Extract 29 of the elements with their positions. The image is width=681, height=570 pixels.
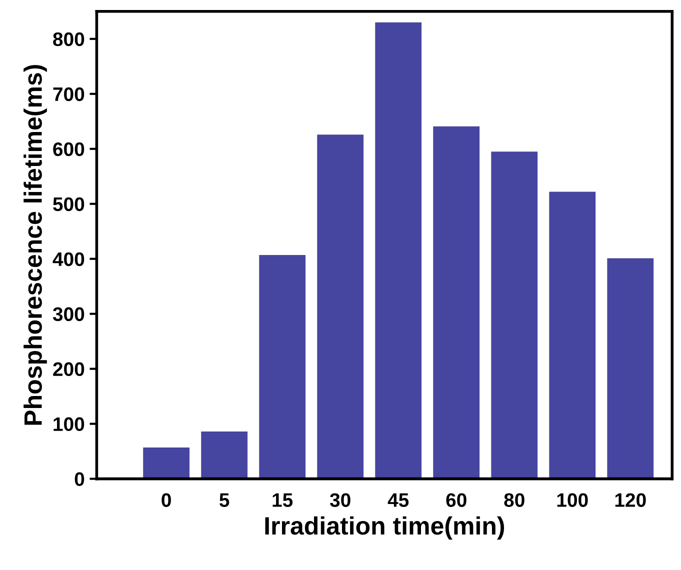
y-tick-label: 600 (53, 142, 84, 156)
y-tick-label: 400 (52, 252, 84, 266)
y-tick-label: 200 (53, 362, 84, 376)
x-tick-label: 30 (330, 493, 350, 507)
bar (143, 447, 190, 479)
bar (201, 432, 248, 479)
y-tick-label: 0 (74, 472, 84, 486)
bar (491, 152, 538, 479)
y-tick-label: 100 (54, 417, 84, 432)
bar (375, 22, 422, 479)
bar (259, 255, 306, 479)
bar (549, 192, 596, 479)
x-tick-label: 0 (162, 493, 171, 507)
x-axis-title: Irradiation time(min) (265, 516, 504, 540)
x-tick-label: 15 (272, 493, 293, 507)
x-tick-label: 100 (557, 493, 588, 507)
x-tick-label: 80 (504, 493, 524, 507)
y-axis-title: Phosphorescence lifetime(ms) (24, 65, 47, 425)
x-tick-label: 45 (388, 493, 409, 507)
x-tick-label: 60 (446, 493, 466, 507)
y-tick-label: 300 (52, 307, 84, 322)
y-tick-label: 700 (53, 87, 84, 102)
x-tick-label: 120 (615, 493, 646, 507)
bar (607, 258, 654, 479)
x-tick-label: 5 (220, 493, 230, 507)
bar (317, 134, 364, 479)
bar (433, 126, 480, 479)
y-tick-label: 500 (53, 197, 84, 212)
y-tick-label: 800 (53, 32, 84, 46)
